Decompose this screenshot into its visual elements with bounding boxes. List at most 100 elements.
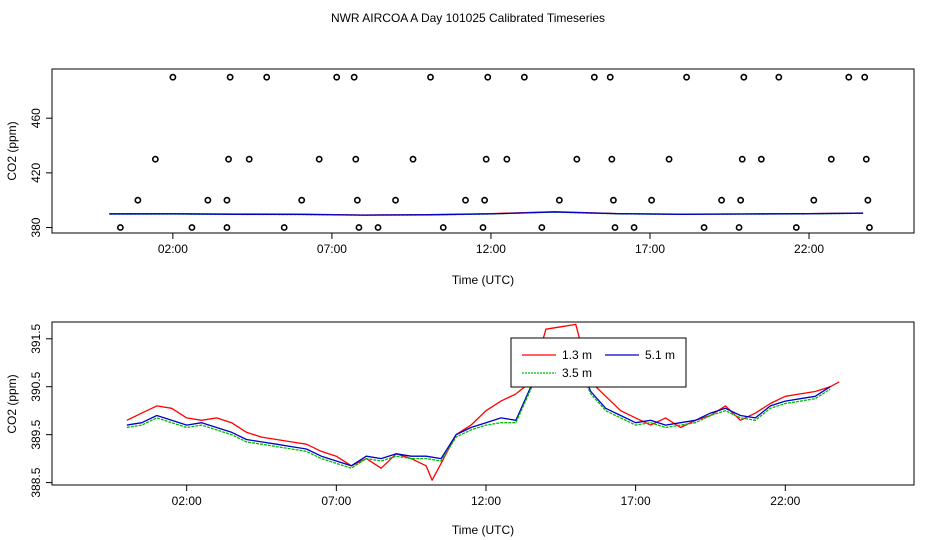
data-point: [298, 196, 306, 204]
data-point: [333, 73, 341, 81]
data-point: [740, 73, 748, 81]
data-point: [683, 73, 690, 81]
top-x-tick-label: 07:00: [317, 242, 347, 256]
top-y-tick-label: 420: [29, 163, 43, 183]
data-point: [792, 224, 800, 231]
legend: 1.3 m 5.1 m 3.5 m: [510, 337, 687, 388]
bottom-series-lines: [126, 323, 840, 481]
bottom-y-tick-label: 389.5: [29, 419, 43, 449]
data-point: [481, 196, 488, 204]
bottom-x-tick-label: 17:00: [621, 494, 651, 508]
data-point: [611, 224, 619, 231]
data-point: [315, 155, 323, 163]
data-point: [350, 73, 358, 81]
bottom-series-line-2: [126, 340, 831, 469]
data-point: [718, 196, 725, 204]
data-point: [374, 224, 382, 231]
bottom-plot-frame: [51, 321, 915, 486]
data-point: [462, 196, 469, 204]
top-x-tick-label: 17:00: [635, 242, 665, 256]
top-y-axis-label: CO2 (ppm): [5, 121, 19, 180]
data-point: [484, 73, 492, 81]
bottom-y-axis: 388.5 389.5 390.5 391.5: [29, 323, 52, 498]
bottom-y-tick-label: 391.5: [29, 323, 43, 353]
bottom-x-axis: 02:00 07:00 12:00 17:00 22:00: [172, 485, 801, 508]
data-point: [482, 155, 490, 163]
data-point: [538, 224, 546, 231]
data-point: [225, 155, 232, 163]
data-point: [427, 73, 434, 81]
data-point: [352, 155, 360, 163]
bottom-y-tick-label: 388.5: [29, 467, 43, 497]
top-x-tick-label: 12:00: [476, 242, 506, 256]
top-y-tick-label: 380: [29, 217, 43, 237]
data-point: [864, 196, 872, 204]
data-point: [862, 155, 870, 163]
data-point: [555, 196, 563, 204]
data-point: [353, 196, 361, 204]
bottom-series-line-0: [126, 323, 840, 481]
data-point: [590, 73, 598, 81]
data-point: [280, 224, 288, 231]
data-point: [439, 224, 447, 231]
data-point: [503, 155, 511, 163]
bottom-x-tick-label: 22:00: [770, 494, 800, 508]
data-point: [169, 73, 177, 81]
data-point: [665, 155, 673, 163]
top-y-axis: 380 420 460: [29, 108, 52, 238]
legend-label-1-3m: 1.3 m: [562, 348, 592, 362]
data-point: [116, 224, 124, 231]
data-point: [223, 196, 231, 204]
data-point: [630, 224, 638, 231]
data-point: [245, 155, 253, 163]
data-point: [226, 73, 234, 81]
top-series-line-2: [109, 211, 864, 216]
data-point: [757, 155, 765, 163]
top-x-tick-label: 02:00: [158, 242, 188, 256]
data-point: [263, 73, 271, 81]
bottom-panel: 02:00 07:00 12:00 17:00 22:00 388.5 389.5 390.…: [5, 321, 915, 537]
data-point: [608, 155, 616, 163]
data-point: [573, 155, 581, 163]
data-point: [610, 196, 617, 204]
data-point: [606, 73, 614, 81]
bottom-series-line-1: [126, 338, 831, 467]
data-point: [479, 224, 487, 231]
data-point: [188, 224, 196, 231]
data-point: [866, 224, 873, 231]
bottom-x-tick-label: 02:00: [172, 494, 202, 508]
data-point: [355, 224, 363, 231]
legend-label-5-1m: 5.1 m: [645, 348, 675, 362]
data-point: [827, 155, 835, 163]
data-point: [735, 224, 743, 231]
legend-box: [510, 337, 687, 388]
data-point: [845, 73, 853, 81]
data-point: [520, 73, 528, 81]
data-point: [204, 196, 212, 204]
bottom-y-tick-label: 390.5: [29, 371, 43, 401]
data-point: [861, 73, 869, 81]
top-panel: 02:00 07:00 12:00 17:00 22:00 380 420 460 Time…: [5, 68, 915, 287]
data-point: [738, 155, 746, 163]
top-y-tick-label: 460: [29, 108, 43, 128]
top-x-axis: 02:00 07:00 12:00 17:00 22:00: [158, 233, 824, 256]
bottom-x-tick-label: 07:00: [321, 494, 351, 508]
data-point: [775, 73, 783, 81]
top-series-lines: [109, 211, 864, 216]
bottom-x-axis-label: Time (UTC): [452, 523, 514, 537]
data-point: [409, 155, 417, 163]
data-point: [700, 224, 708, 231]
chart-title: NWR AIRCOA A Day 101025 Calibrated Times…: [331, 11, 605, 25]
top-x-tick-label: 22:00: [794, 242, 824, 256]
legend-label-3-5m: 3.5 m: [562, 366, 592, 380]
data-point: [151, 155, 159, 163]
data-point: [737, 196, 745, 204]
data-point: [810, 196, 818, 204]
data-point: [392, 196, 399, 204]
data-point: [648, 196, 655, 204]
top-x-axis-label: Time (UTC): [452, 273, 514, 287]
bottom-x-tick-label: 12:00: [471, 494, 501, 508]
bottom-y-axis-label: CO2 (ppm): [5, 374, 19, 433]
top-scatter-points: [116, 73, 873, 231]
